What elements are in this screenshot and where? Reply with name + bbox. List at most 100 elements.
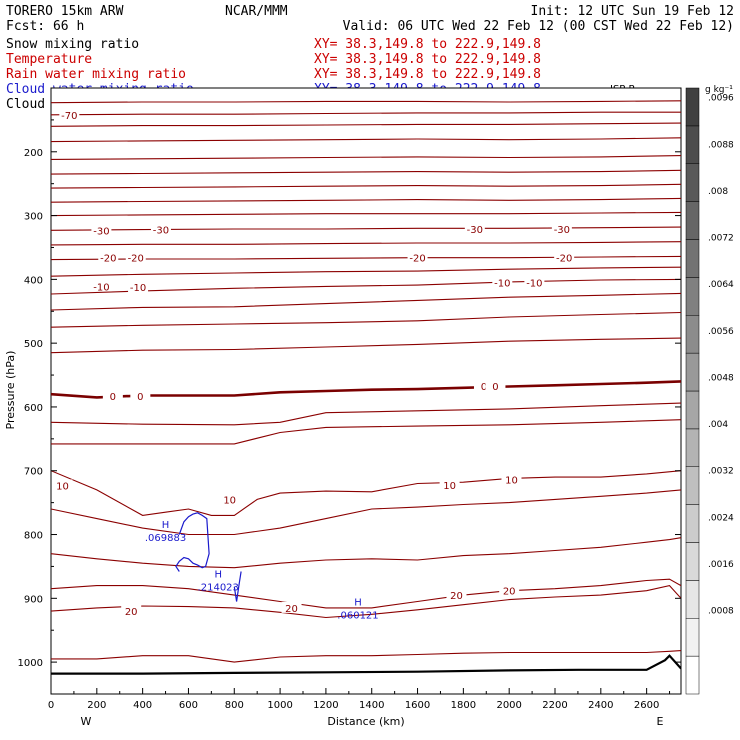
cloud-water-max-value: .069883: [145, 533, 186, 544]
temperature-label-bg: [102, 390, 123, 402]
colorbar-level-label: .0008: [708, 607, 734, 617]
temperature-label-bg: [464, 222, 485, 234]
cloud-water-max-mark: H: [214, 569, 222, 580]
x-tick-label: 200: [87, 700, 106, 711]
temperature-label: 10: [56, 481, 69, 492]
temperature-label-bg: [524, 276, 545, 288]
temperature-label-bg: [91, 224, 112, 236]
temperature-contour-5: [51, 419, 681, 445]
temperature-label-bg: [130, 390, 151, 402]
temperature-label-bg: [446, 589, 467, 601]
colorbar-level-label: .0056: [708, 327, 734, 337]
colorbar-bin: [685, 504, 700, 543]
temperature-label: -20: [556, 254, 572, 265]
x-axis-label: Distance (km): [327, 715, 404, 728]
colorbar-level-label: .0064: [708, 280, 734, 290]
y-tick-label: 200: [24, 148, 43, 159]
temperature-label: 20: [125, 607, 138, 618]
temperature-label: -10: [130, 283, 146, 294]
temperature-label: -10: [494, 279, 510, 290]
temperature-label-bg: [91, 280, 112, 292]
colorbar-bin: [685, 580, 700, 619]
temperature-contour-m50: [51, 169, 681, 175]
colorbar-bin: [685, 352, 700, 392]
temperature-label-bg: [59, 108, 80, 120]
temperature-label-bg: [121, 605, 142, 617]
cloud-water-max-value: .214023: [198, 582, 239, 593]
temperature-contour-m10: [51, 278, 681, 295]
temperature-label-bg: [485, 379, 506, 391]
x-tick-label: 1400: [359, 700, 384, 711]
temperature-contour-m65: [51, 122, 681, 127]
temperature-contour-10: [51, 470, 681, 516]
temperature-label-bg: [98, 251, 119, 263]
colorbar-bin: [685, 618, 700, 657]
temperature-contour-m40: [51, 197, 681, 203]
contour-layer: -70 -30 -30 -30 -30 -20 -20 -20 -20 -10 -10 -10 -10 0…: [51, 100, 681, 675]
temperature-label-bg: [219, 493, 240, 505]
cloud-water-contour: [175, 512, 210, 572]
temperature-label-bg: [551, 222, 572, 234]
temperature-contour-m35: [51, 211, 681, 217]
forecast-hour: Fcst: 66 h: [6, 19, 84, 34]
y-axis-label: Pressure (hPa): [4, 351, 17, 430]
temperature-contour-15: [51, 489, 681, 536]
temperature-label-bg: [52, 479, 73, 491]
x-tick-label: 400: [133, 700, 152, 711]
east-label: E: [657, 715, 664, 728]
x-tick-label: 2200: [542, 700, 567, 711]
x-tick-label: 1600: [405, 700, 430, 711]
legend-label: Snow mixing ratio: [6, 37, 139, 52]
temperature-label: 0: [481, 382, 487, 393]
colorbar-level-label: .0016: [708, 560, 734, 570]
temperature-label: 10: [443, 481, 456, 492]
y-tick-label: 500: [24, 339, 43, 350]
temperature-label: -20: [409, 254, 425, 265]
x-tick-label: 1200: [313, 700, 338, 711]
x-tick-label: 800: [225, 700, 244, 711]
temperature-label-bg: [150, 223, 171, 235]
temperature-label: 0: [137, 392, 143, 403]
y-tick-label: 900: [24, 594, 43, 605]
legend-label: Temperature: [6, 52, 92, 67]
colorbar-bin: [685, 163, 700, 202]
colorbar-bin: [685, 239, 700, 278]
temperature-label: -30: [554, 225, 570, 236]
colorbar-bin: [685, 655, 700, 695]
y-tick-label: 700: [24, 467, 43, 478]
legend-label: Rain water mixing ratio: [6, 67, 186, 82]
colorbar-bin: [685, 542, 700, 581]
temperature-label: -30: [153, 226, 169, 237]
temperature-label: -10: [526, 279, 542, 290]
x-tick-label: 600: [179, 700, 198, 711]
temperature-label: -30: [467, 225, 483, 236]
x-tick-label: 1800: [451, 700, 476, 711]
temperature-contour-m1: [51, 337, 681, 354]
temperature-label-bg: [407, 251, 428, 263]
colorbar-level-label: .0048: [708, 373, 734, 383]
temperature-label-bg: [499, 584, 520, 596]
colorbar-bin: [685, 125, 700, 164]
colorbar-bin: [685, 277, 700, 316]
colorbar-level-label: .008: [708, 187, 728, 197]
x-tick-label: 1000: [267, 700, 292, 711]
colorbar-level-label: .0024: [708, 513, 734, 523]
temperature-contour-18: [51, 537, 681, 569]
temperature-contour-22: [51, 584, 681, 619]
cloud-water-contour: [233, 571, 242, 602]
colorbar-level-label: .0096: [708, 94, 734, 104]
temperature-contour-20: [51, 578, 681, 609]
colorbar-level-label: .004: [708, 420, 728, 430]
temperature-contour-m55: [51, 155, 681, 160]
colorbar-bin: [685, 428, 700, 467]
temperature-label: 20: [503, 587, 516, 598]
temperature-contour-2: [51, 402, 681, 426]
center-label: NCAR/MMM: [225, 4, 288, 19]
temperature-contour-m75: [51, 100, 681, 104]
colorbar: .0008 .0016 .0024 .0032 .004 .0048 .0056 .0064.…: [685, 87, 734, 695]
temperature-label: -10: [93, 282, 109, 293]
temperature-label: -30: [93, 226, 109, 237]
